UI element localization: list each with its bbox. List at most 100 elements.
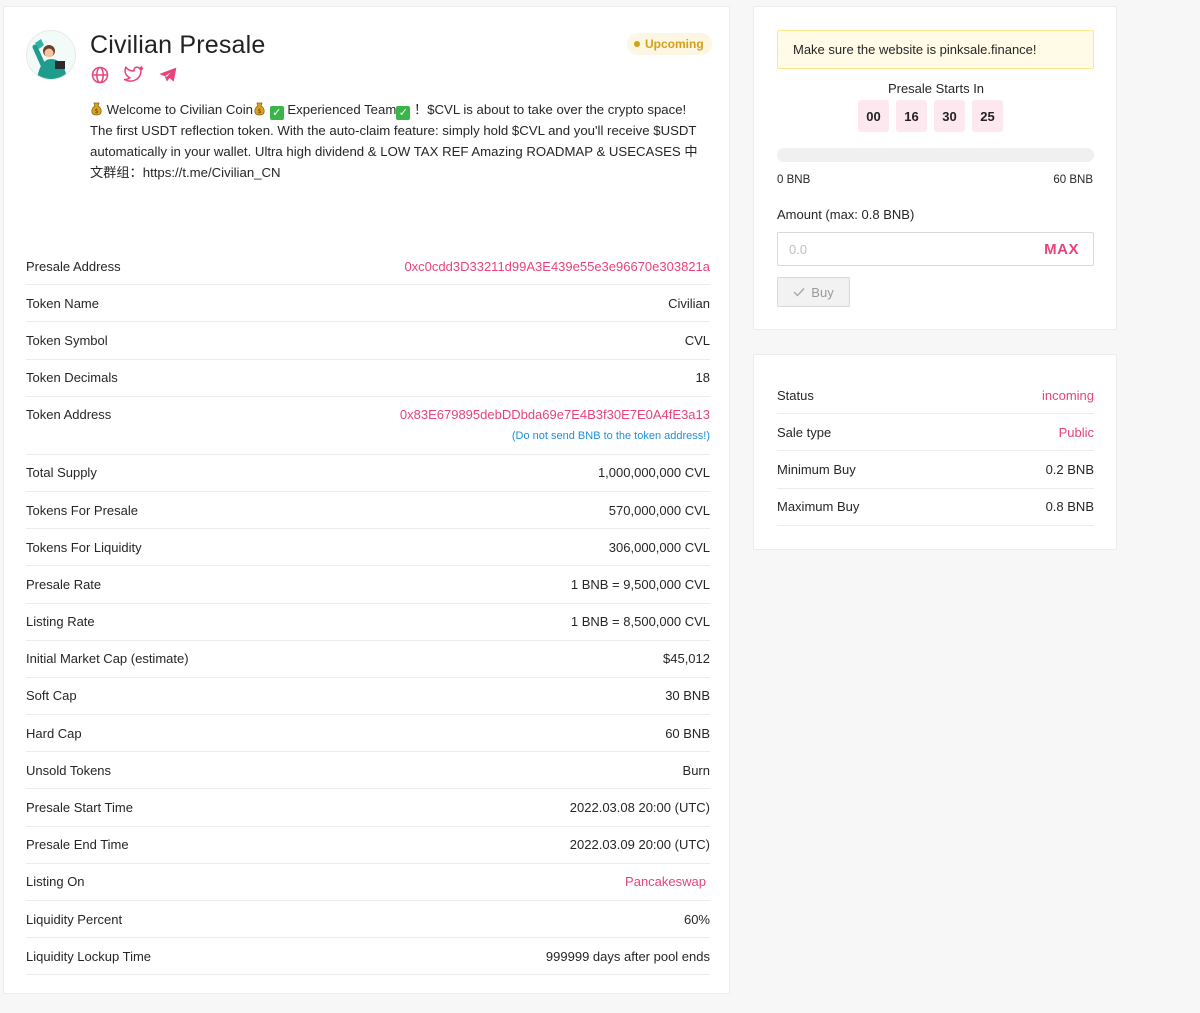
minimum-buy-label: Minimum Buy [777,461,856,477]
row-listing-rate: Listing Rate 1 BNB = 8,500,000 CVL [26,604,710,641]
hard-cap-value: 60 BNB [665,725,710,741]
svg-text:$: $ [258,108,262,115]
description-part-3: ！$CVL is about to take over the crypto s… [90,102,698,180]
tokens-for-presale-label: Tokens For Presale [26,502,138,518]
token-address-link[interactable]: 0x83E679895debDDbda69e7E4B3f30E7E0A4fE3a… [399,406,710,422]
unsold-tokens-value: Burn [682,762,710,778]
tokens-for-liquidity-value: 306,000,000 CVL [608,539,710,555]
row-tokens-for-liquidity: Tokens For Liquidity 306,000,000 CVL [26,529,710,567]
page-title: Civilian Presale [90,31,266,59]
amount-input-wrapper: MAX [777,232,1094,266]
row-liquidity-percent: Liquidity Percent 60% [26,901,710,939]
sale-type-value: Public [1058,424,1094,440]
token-name-label: Token Name [26,295,99,311]
social-links [90,65,178,85]
status-label: Status [777,387,814,403]
row-token-symbol: Token Symbol CVL [26,322,710,360]
row-hard-cap: Hard Cap 60 BNB [26,715,710,753]
maximum-buy-value: 0.8 BNB [1045,499,1094,515]
row-presale-start-time: Presale Start Time 2022.03.08 20:00 (UTC… [26,789,710,827]
countdown-days: 00 [858,100,889,132]
presale-start-time-label: Presale Start Time [26,800,133,816]
row-presale-rate: Presale Rate 1 BNB = 9,500,000 CVL [26,566,710,604]
check-mark-icon: ✓ [269,106,284,120]
total-supply-label: Total Supply [26,465,97,481]
description-part-1: Welcome to Civilian Coin [103,102,254,117]
presale-address-link[interactable]: 0xc0cdd3D33211d99A3E439e55e3e96670e30382… [404,258,710,274]
check-mark-icon: ✓ [396,106,411,120]
row-status: Status incoming [777,377,1094,415]
sale-type-label: Sale type [777,424,832,440]
tokens-for-presale-value: 570,000,000 CVL [608,502,710,518]
countdown-minutes: 30 [934,100,965,132]
row-maximum-buy: Maximum Buy 0.8 BNB [777,489,1094,526]
project-description: $ Welcome to Civilian Coin $ ✓ Experience… [90,99,710,183]
row-minimum-buy: Minimum Buy 0.2 BNB [777,451,1094,489]
tokens-for-liquidity-label: Tokens For Liquidity [26,539,142,555]
presale-details-table: Presale Address 0xc0cdd3D33211d99A3E439e… [26,248,710,976]
check-icon [793,288,805,297]
listing-on-link[interactable]: Pancakeswap [625,874,706,890]
listing-rate-value: 1 BNB = 8,500,000 CVL [570,614,710,630]
money-bag-icon: $ [254,102,265,116]
minimum-buy-value: 0.2 BNB [1045,461,1094,477]
listing-on-label: Listing On [26,874,85,890]
globe-icon[interactable] [90,65,110,85]
countdown-timer: 00 16 30 25 [858,100,1003,132]
row-token-name: Token Name Civilian [26,285,710,323]
presale-end-time-value: 2022.03.09 20:00 (UTC) [569,837,710,853]
buy-button-label: Buy [811,284,834,300]
presale-rate-label: Presale Rate [26,576,102,592]
presale-details-card: Civilian Presale Upcoming $ Welcome to C… [3,6,730,994]
buy-card: Make sure the website is pinksale.financ… [753,6,1117,330]
row-listing-on: Listing On Pancakeswap [26,864,710,901]
row-unsold-tokens: Unsold Tokens Burn [26,752,710,790]
countdown-hours: 16 [896,100,927,132]
total-supply-value: 1,000,000,000 CVL [597,465,710,481]
token-address-cell: 0x83E679895debDDbda69e7E4B3f30E7E0A4fE3a… [400,407,710,442]
telegram-icon[interactable] [158,65,178,85]
token-address-warning: (Do not send BNB to the token address!) [511,429,710,442]
countdown-seconds: 25 [972,100,1003,132]
max-button[interactable]: MAX [1044,240,1079,258]
liquidity-lockup-time-value: 999999 days after pool ends [545,948,710,964]
soft-cap-label: Soft Cap [26,688,77,704]
soft-cap-value: 30 BNB [665,688,710,704]
row-initial-market-cap: Initial Market Cap (estimate) $45,012 [26,641,710,678]
money-bag-icon: $ [91,102,102,116]
twitter-icon[interactable] [124,65,144,85]
row-presale-end-time: Presale End Time 2022.03.09 20:00 (UTC) [26,827,710,864]
website-warning: Make sure the website is pinksale.financ… [777,30,1094,69]
amount-input[interactable] [778,233,1045,265]
token-decimals-label: Token Decimals [26,370,118,386]
initial-market-cap-label: Initial Market Cap (estimate) [26,651,189,667]
progress-max-label: 60 BNB [1053,174,1093,186]
project-logo-avatar [26,30,76,80]
svg-text:$: $ [95,108,99,115]
initial-market-cap-value: $45,012 [663,651,710,667]
buy-button[interactable]: Buy [777,277,850,307]
liquidity-percent-value: 60% [683,911,710,927]
maximum-buy-label: Maximum Buy [777,499,860,515]
hard-cap-label: Hard Cap [26,725,82,741]
token-decimals-value: 18 [695,370,710,386]
row-liquidity-lockup-time: Liquidity Lockup Time 999999 days after … [26,938,710,976]
token-symbol-value: CVL [684,332,710,348]
status-badge-label: Upcoming [645,37,704,51]
sale-status-table: Status incoming Sale type Public Minimum… [777,377,1094,526]
presale-starts-label: Presale Starts In [887,81,985,96]
token-symbol-label: Token Symbol [26,332,108,348]
progress-bar [777,148,1094,162]
token-address-label: Token Address [26,406,112,422]
row-sale-type: Sale type Public [777,414,1094,452]
status-dot-icon [634,41,640,47]
row-soft-cap: Soft Cap 30 BNB [26,678,710,716]
row-tokens-for-presale: Tokens For Presale 570,000,000 CVL [26,492,710,530]
listing-rate-label: Listing Rate [26,614,95,630]
row-total-supply: Total Supply 1,000,000,000 CVL [26,455,710,492]
sale-status-card: Status incoming Sale type Public Minimum… [753,354,1117,550]
description-part-2: Experienced Team [283,102,397,117]
liquidity-lockup-time-label: Liquidity Lockup Time [26,948,152,964]
presale-address-label: Presale Address [26,258,121,274]
token-name-value: Civilian [668,295,710,311]
